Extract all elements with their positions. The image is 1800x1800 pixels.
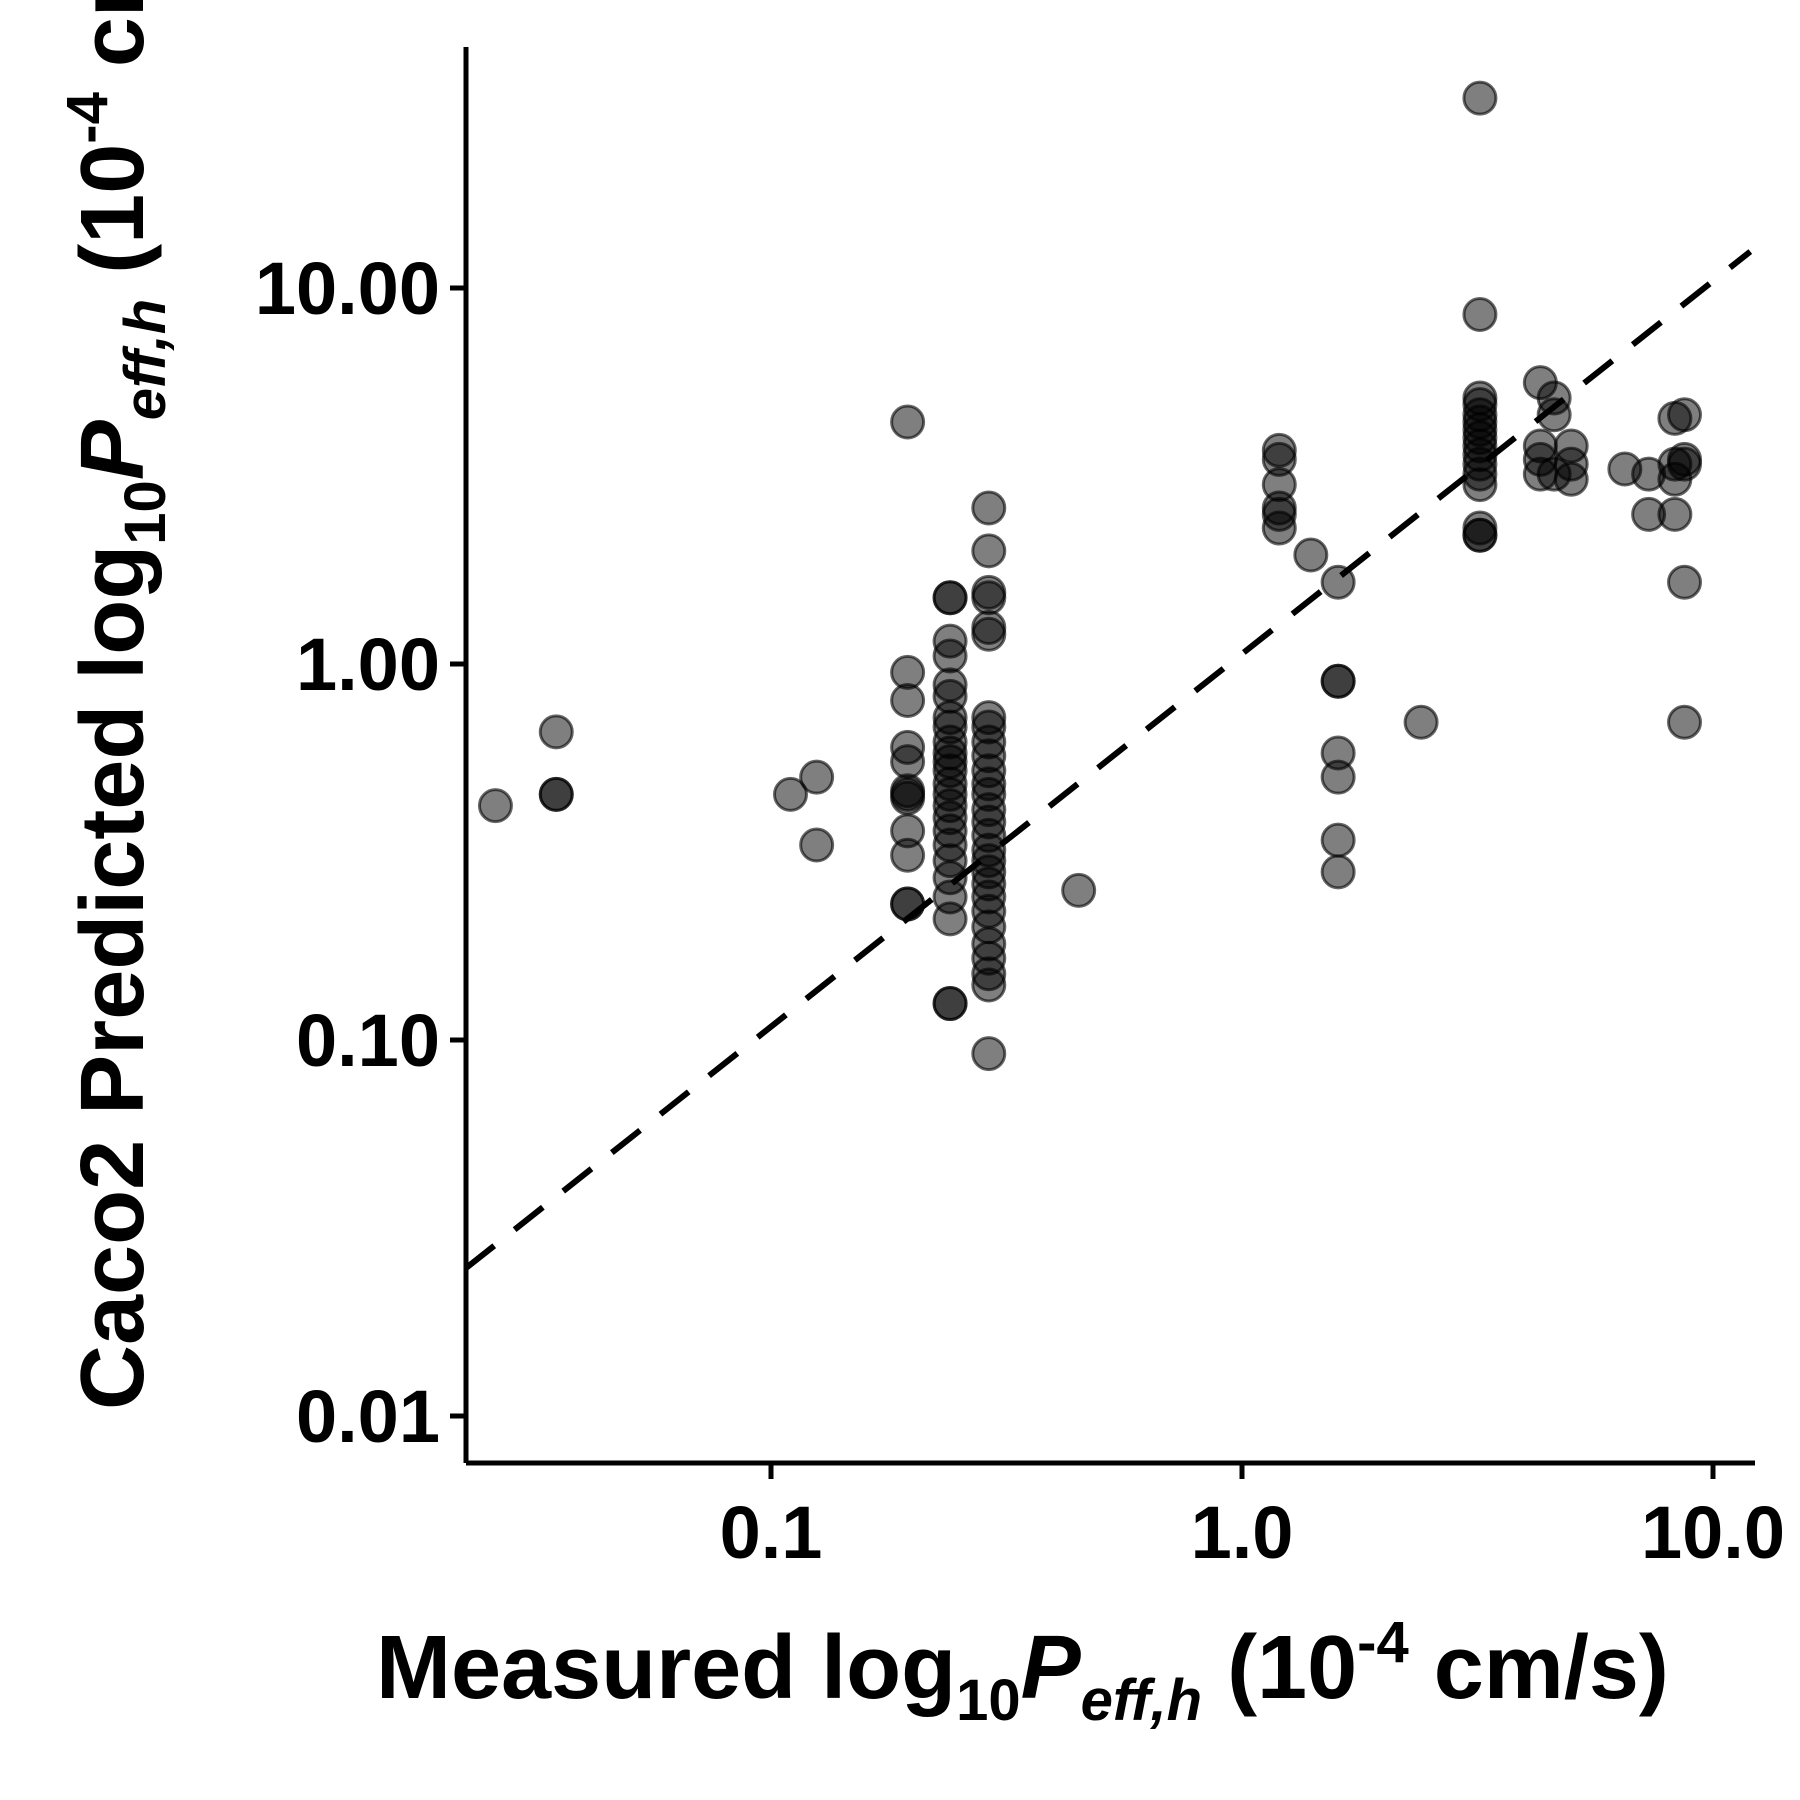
data-point [1462,517,1498,553]
reference-line-layer [464,249,1753,1271]
y-axis-title-main: Caco2 Predicted log [63,545,163,1410]
data-point [799,759,835,795]
data-point [1320,854,1356,890]
data-point [890,682,926,718]
y-axis-title-sub: 10 [113,480,178,545]
data-point [890,837,926,873]
data-point [1320,759,1356,795]
y-axis-title-unit-close: cm/s) [63,0,163,92]
data-point [932,986,968,1022]
data-point [1553,461,1589,497]
data-point [971,967,1007,1003]
data-point [890,404,926,440]
data-point [1536,397,1572,433]
data-point [890,744,926,780]
y-ticks-layer: 0.01 0.10 1.00 10.00 [255,247,466,1458]
data-point [477,788,513,824]
data-point [1462,80,1498,116]
data-point [1667,564,1703,600]
data-point [538,776,574,812]
y-tick-label: 0.10 [296,999,440,1082]
y-axis-title: Caco2 Predicted log10Peff,h (10-4 cm/s) [55,0,178,1410]
data-point [1061,872,1097,908]
data-point [932,638,968,674]
points-layer [477,80,1703,1072]
x-tick-label: 0.1 [720,1491,823,1574]
data-point [890,886,926,922]
data-point [1657,496,1693,532]
x-axis-title-sub: 10 [956,1668,1021,1733]
data-point [932,901,968,937]
data-point [890,780,926,816]
y-axis-title-var-sub: eff,h [113,299,178,420]
data-point [1462,467,1498,503]
data-point [971,490,1007,526]
reference-line [464,249,1753,1271]
data-point [1261,510,1297,546]
data-point [1667,446,1703,482]
y-tick-label: 10.00 [255,247,440,330]
data-point [1320,822,1356,858]
x-tick-label: 10.0 [1641,1491,1785,1574]
x-axis-title-var-sub: eff,h [1081,1668,1202,1733]
y-axis-title-var: P [63,419,163,480]
x-axis-title-main: Measured log [376,1618,956,1718]
x-ticks-layer: 0.1 1.0 10.0 [720,1463,1785,1574]
data-point [932,580,968,616]
y-tick-label: 0.01 [296,1375,440,1458]
data-point [538,714,574,750]
data-point [799,827,835,863]
x-axis-title: Measured log10Peff,h (10-4 cm/s) [376,1610,1669,1733]
data-point [1403,704,1439,740]
data-point [971,533,1007,569]
x-axis-title-unit-open: (10 [1202,1618,1357,1718]
x-tick-label: 1.0 [1191,1491,1294,1574]
data-point [1667,397,1703,433]
data-point [1320,564,1356,600]
x-axis-title-unit-close: cm/s) [1409,1618,1669,1718]
y-axis-title-unit-sup: -4 [55,92,120,144]
data-point [1293,537,1329,573]
data-point [971,580,1007,616]
data-point [1320,663,1356,699]
data-point [971,1036,1007,1072]
data-point [971,616,1007,652]
y-tick-label: 1.00 [296,623,440,706]
data-point [1667,704,1703,740]
data-point [1462,297,1498,333]
x-axis-title-unit-sup: -4 [1357,1610,1409,1675]
x-axis-title-var: P [1021,1618,1082,1718]
data-point [772,776,808,812]
y-axis-title-unit-open: (10 [63,144,163,299]
